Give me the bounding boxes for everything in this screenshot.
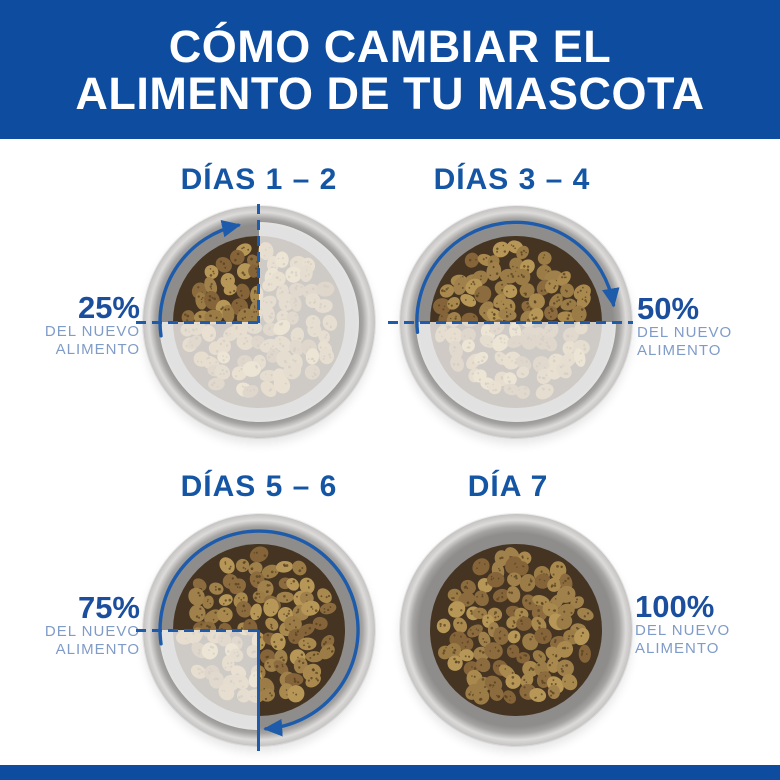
percent-label-day-7: 100% DEL NUEVO ALIMENTO: [635, 591, 730, 658]
header-title-line2: ALIMENTO DE TU MASCOTA: [75, 67, 705, 119]
step-title-days-3-4: DÍAS 3 – 4: [433, 163, 591, 196]
percent-label-days-1-2: 25% DEL NUEVO ALIMENTO: [45, 292, 140, 359]
percent-value: 75%: [77, 590, 140, 625]
step-title-days-5-6: DÍAS 5 – 6: [180, 470, 338, 503]
divider-dashed-line: [136, 628, 260, 632]
caption-line: ALIMENTO: [635, 640, 720, 657]
divider-dashed-line: [256, 204, 260, 323]
percent-value: 25%: [77, 290, 140, 325]
divider-solid-line: [256, 630, 260, 751]
kibble-image: [430, 544, 602, 716]
caption-line: ALIMENTO: [55, 641, 140, 658]
percent-label-days-5-6: 75% DEL NUEVO ALIMENTO: [45, 592, 140, 659]
percent-label-days-3-4: 50% DEL NUEVO ALIMENTO: [637, 293, 732, 360]
caption-line: ALIMENTO: [637, 342, 722, 359]
caption-line: DEL NUEVO: [44, 323, 140, 340]
header-banner: CÓMO CAMBIAR EL ALIMENTO DE TU MASCOTA: [0, 0, 780, 139]
step-title-days-1-2: DÍAS 1 – 2: [180, 163, 338, 196]
caption-line: DEL NUEVO: [637, 324, 733, 341]
step-title-day-7: DÍA 7: [467, 470, 549, 503]
food-bowl-day-7: [400, 514, 632, 746]
footer-bar: [0, 765, 780, 780]
caption-line: ALIMENTO: [55, 341, 140, 358]
caption-line: DEL NUEVO: [635, 622, 731, 639]
percent-value: 100%: [635, 589, 715, 624]
percent-value: 50%: [637, 291, 700, 326]
header-title-line1: CÓMO CAMBIAR EL: [168, 20, 612, 72]
caption-line: DEL NUEVO: [44, 623, 140, 640]
divider-dashed-line: [136, 320, 260, 324]
divider-dashed-line: [388, 320, 633, 324]
